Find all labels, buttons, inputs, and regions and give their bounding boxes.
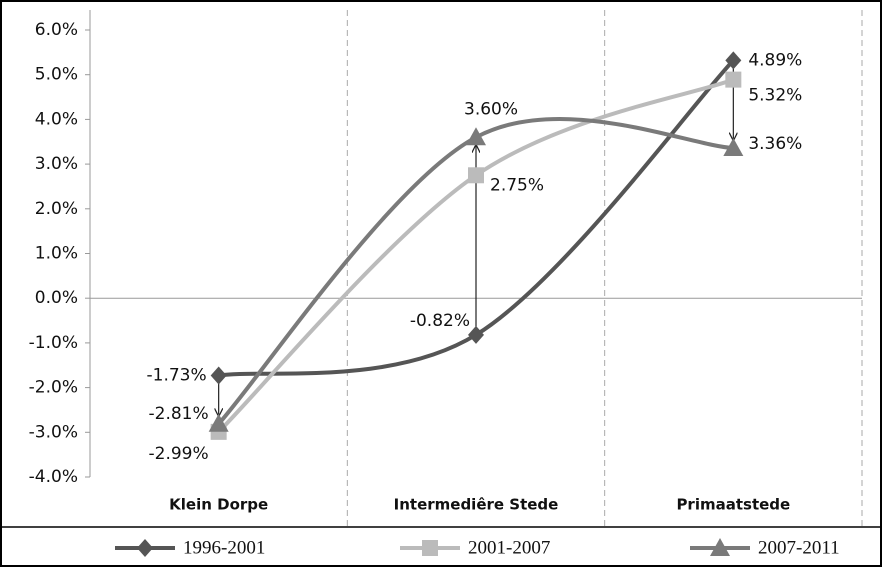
data-label: -1.73% <box>147 366 207 386</box>
point-marker <box>210 366 227 385</box>
y-tick-label: 2.0% <box>35 199 78 219</box>
point-marker <box>468 167 484 184</box>
data-label: -2.99% <box>149 444 209 464</box>
point-marker <box>710 538 730 556</box>
point-marker <box>466 127 486 146</box>
legend-item: 2001-2007 <box>400 537 550 558</box>
data-label: 5.32% <box>748 85 802 105</box>
data-label: 3.36% <box>748 134 802 154</box>
legend-label: 1996-2001 <box>183 537 265 558</box>
y-tick-label: -1.0% <box>29 333 78 353</box>
y-tick-label: -3.0% <box>29 422 78 442</box>
x-tick-label: Klein Dorpe <box>169 496 268 514</box>
y-tick-label: 3.0% <box>35 154 78 174</box>
point-marker <box>468 325 484 344</box>
point-marker <box>725 71 742 88</box>
point-marker <box>725 51 742 70</box>
data-label: 3.60% <box>464 99 518 119</box>
x-tick-label: Intermediêre Stede <box>394 496 559 514</box>
point-marker <box>137 539 153 557</box>
y-tick-label: 6.0% <box>35 20 78 40</box>
y-tick-label: 1.0% <box>35 244 78 264</box>
legend-item: 2007-2011 <box>690 537 840 558</box>
y-tick-label: 4.0% <box>35 109 78 129</box>
y-tick-label: 5.0% <box>35 65 78 85</box>
data-label: 4.89% <box>748 51 802 71</box>
point-marker <box>422 540 438 556</box>
data-label: 2.75% <box>490 175 544 195</box>
point-marker <box>208 413 229 432</box>
data-label: -2.81% <box>149 404 209 424</box>
legend-item: 1996-2001 <box>115 537 265 558</box>
point-marker <box>723 138 744 157</box>
legend-label: 2007-2011 <box>758 537 840 558</box>
series-line <box>218 59 735 378</box>
legend-label: 2001-2007 <box>468 537 550 558</box>
y-tick-label: -2.0% <box>29 378 78 398</box>
y-tick-label: -4.0% <box>29 467 78 487</box>
x-tick-label: Primaatstede <box>676 496 790 514</box>
data-label: -0.82% <box>410 311 470 331</box>
y-tick-label: 0.0% <box>35 288 78 308</box>
